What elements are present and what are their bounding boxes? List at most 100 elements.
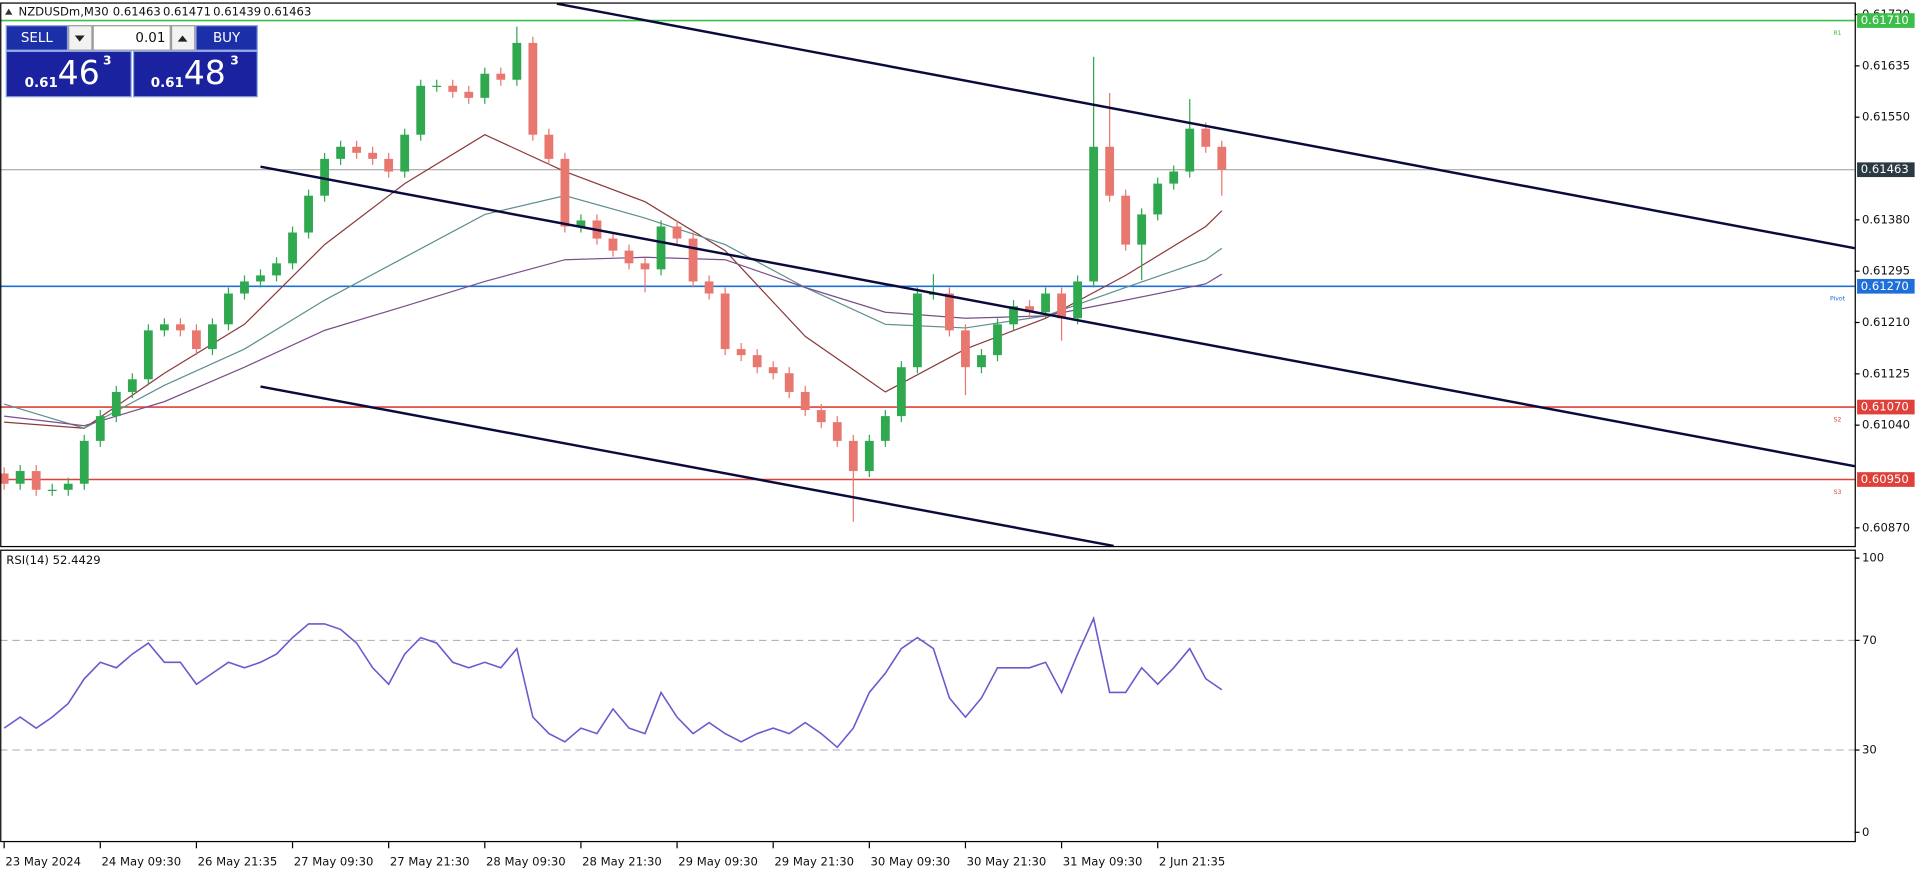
candle-body — [192, 330, 201, 350]
candle-body — [208, 324, 217, 350]
candle-body — [816, 410, 826, 423]
candle-body — [1121, 195, 1131, 245]
sell-sup[interactable]: 3 — [103, 54, 112, 68]
trendline — [260, 165, 1855, 468]
x-tick-label: 27 May 21:30 — [390, 854, 470, 868]
candle-body — [63, 483, 73, 490]
candle-body — [720, 293, 730, 350]
candle-body — [1073, 281, 1083, 319]
candle-body — [336, 146, 346, 159]
x-tick-label: 2 Jun 21:35 — [1159, 854, 1225, 868]
lot-input[interactable] — [92, 25, 171, 51]
candle-body — [31, 471, 41, 490]
buy-label[interactable]: BUY — [213, 31, 241, 46]
candle-body — [1009, 306, 1018, 325]
level-label-box — [1857, 13, 1915, 28]
candle-body — [1201, 128, 1211, 147]
candle-body — [640, 263, 650, 270]
level-name: R1 — [1833, 30, 1841, 37]
candle-body — [1105, 146, 1115, 196]
buy-price-box[interactable] — [132, 50, 258, 98]
trendline — [260, 385, 1114, 548]
candle-body — [432, 85, 442, 88]
candle-body — [272, 263, 281, 276]
candle-body — [576, 220, 586, 227]
y-tick-label: 70 — [1862, 633, 1877, 647]
candle-body — [624, 250, 634, 264]
candle-body — [560, 158, 570, 227]
candle-body — [1057, 293, 1066, 319]
y-tick-label: 0.61550 — [1862, 110, 1910, 124]
candle-body — [880, 416, 890, 441]
buy-button[interactable] — [195, 25, 258, 51]
level-label-box — [1857, 278, 1915, 294]
candle-body — [736, 349, 746, 356]
candle-body — [111, 391, 121, 417]
moving-average — [3, 195, 1223, 429]
candle-body — [256, 275, 265, 282]
candle-body — [400, 134, 410, 172]
candle-body — [143, 330, 153, 380]
candle-body — [47, 489, 57, 492]
candle-body — [864, 440, 874, 472]
x-tick-label: 28 May 09:30 — [486, 854, 566, 868]
candle-body — [945, 293, 954, 331]
x-tick-label: 31 May 09:30 — [1063, 854, 1143, 868]
candle-body — [752, 355, 762, 368]
candle-body — [961, 330, 970, 368]
candle-body — [688, 238, 698, 282]
lot-value[interactable]: 0.01 — [135, 31, 165, 46]
collapse-icon[interactable] — [5, 8, 13, 15]
candle-body — [800, 391, 810, 411]
candle-body — [768, 367, 778, 374]
y-tick-label: 30 — [1862, 743, 1877, 757]
candle-body — [368, 152, 378, 159]
candle-body — [448, 85, 458, 92]
sell-price-box[interactable] — [5, 50, 132, 98]
ohlc-close: 0.61463 — [263, 5, 311, 19]
candle-body — [993, 324, 1002, 356]
level-label: 0.61710 — [1861, 13, 1909, 27]
candle-body — [1153, 183, 1163, 215]
y-tick-label: 0.61210 — [1862, 315, 1910, 329]
x-tick-label: 30 May 21:30 — [967, 854, 1047, 868]
candle-body — [528, 42, 538, 135]
candle-body — [240, 281, 249, 294]
candle-body — [848, 440, 858, 472]
candle-body — [672, 226, 682, 239]
candle-body — [79, 440, 89, 484]
y-tick-label: 0.61040 — [1862, 418, 1910, 432]
buy-sup[interactable]: 3 — [230, 54, 239, 68]
candle-body — [1169, 171, 1179, 184]
candle-body — [1185, 128, 1195, 172]
trendline — [556, 2, 1855, 250]
current-price-label: 0.61463 — [1861, 162, 1909, 176]
y-tick-label: 0 — [1862, 825, 1869, 839]
sell-label[interactable]: SELL — [21, 31, 54, 46]
candle-body — [224, 293, 233, 325]
buy-prefix[interactable]: 0.61 — [151, 76, 184, 91]
ohlc-open: 0.61463 — [113, 5, 161, 19]
candle-body — [1217, 146, 1227, 170]
x-tick-label: 24 May 09:30 — [102, 854, 182, 868]
candle-body — [0, 473, 9, 484]
price-frame — [0, 2, 1856, 548]
sell-big[interactable]: 46 — [58, 53, 100, 92]
sell-button[interactable] — [5, 25, 69, 51]
ohlc-high: 0.61471 — [163, 5, 211, 19]
level-label-box — [1857, 472, 1915, 487]
candle-body — [512, 42, 522, 80]
y-tick-label: 0.61125 — [1862, 366, 1910, 380]
sell-prefix[interactable]: 0.61 — [25, 76, 58, 91]
y-tick-label: 0.60870 — [1862, 520, 1910, 534]
candle-body — [1089, 146, 1099, 282]
candle-body — [656, 226, 666, 270]
candle-body — [159, 324, 169, 331]
candle-body — [912, 293, 922, 368]
rsi-title: RSI(14) 52.4429 — [6, 553, 100, 567]
buy-big[interactable]: 48 — [184, 53, 226, 92]
candle-body — [480, 73, 490, 98]
